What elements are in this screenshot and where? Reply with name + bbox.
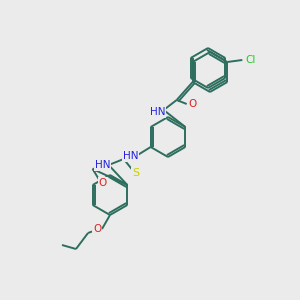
Text: O: O — [93, 224, 101, 234]
Text: S: S — [132, 168, 139, 178]
Text: O: O — [99, 178, 107, 188]
Text: Cl: Cl — [245, 55, 256, 65]
Text: O: O — [189, 99, 197, 109]
Text: HN: HN — [95, 160, 110, 170]
Text: HN: HN — [150, 107, 165, 117]
Text: HN: HN — [123, 151, 138, 161]
